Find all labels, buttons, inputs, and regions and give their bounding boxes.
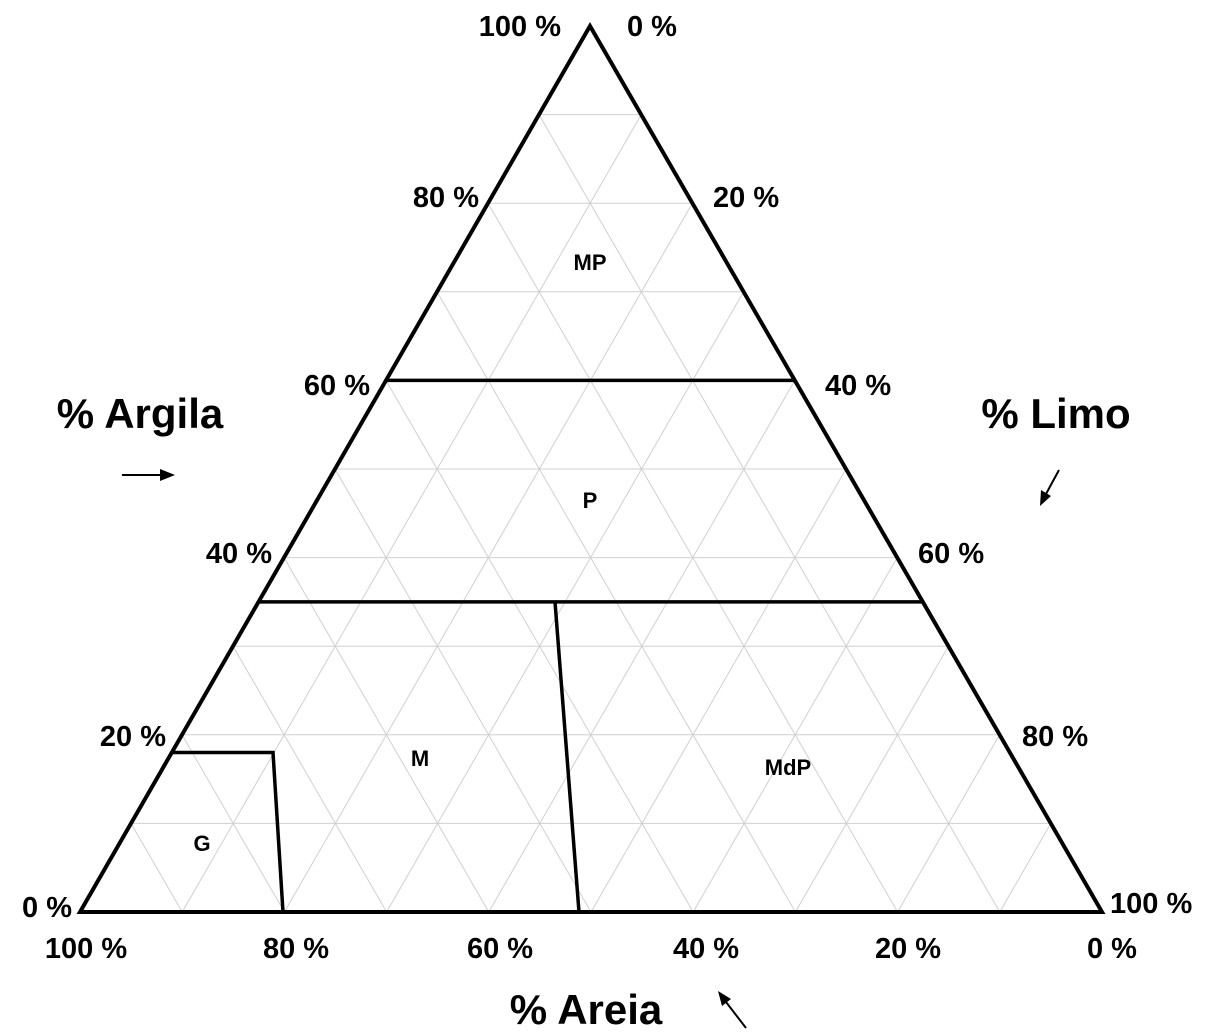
argila-tick-label: 0 % [22, 892, 72, 924]
limo-tick-labels: 0 % 20 % 40 % 60 % 80 % 100 % [627, 11, 1192, 920]
argila-tick-label: 80 % [413, 182, 479, 214]
argila-direction-arrow [122, 469, 175, 481]
grid-line [182, 115, 641, 912]
grid-line [591, 469, 846, 912]
region-label-mdp: MdP [765, 755, 811, 780]
areia-tick-label: 80 % [263, 933, 329, 965]
limo-tick-label: 20 % [713, 182, 779, 214]
areia-tick-labels: 100 % 80 % 60 % 40 % 20 % 0 % [45, 933, 1137, 965]
limo-tick-label: 0 % [627, 11, 677, 43]
grid-line [539, 115, 1000, 912]
limo-tick-label: 40 % [825, 370, 891, 402]
grid-line [795, 646, 948, 912]
grid-line [233, 646, 387, 912]
argila-tick-label: 20 % [100, 721, 166, 753]
limo-tick-label: 60 % [918, 538, 984, 570]
limo-direction-arrow [1040, 470, 1059, 506]
triangle-grid [131, 115, 1051, 912]
region-label-g: G [193, 831, 210, 856]
argila-tick-label: 100 % [479, 11, 561, 43]
argila-tick-label: 60 % [304, 370, 370, 402]
axis-title-argila: % Argila [57, 390, 224, 437]
limo-tick-label: 100 % [1110, 888, 1192, 920]
region-label-m: M [411, 746, 429, 771]
argila-tick-labels: 0 % 20 % 40 % 60 % 80 % 100 % [22, 11, 561, 924]
areia-tick-label: 0 % [1087, 933, 1137, 965]
boundary-g [172, 753, 283, 912]
boundary-m-mdp [555, 602, 579, 912]
limo-tick-label: 80 % [1022, 721, 1088, 753]
axis-title-areia: % Areia [510, 986, 663, 1033]
region-label-mp: MP [574, 250, 607, 275]
grid-line [131, 823, 182, 912]
argila-tick-label: 40 % [206, 538, 272, 570]
areia-tick-label: 40 % [673, 933, 739, 965]
axis-title-limo: % Limo [981, 390, 1130, 437]
areia-tick-label: 20 % [875, 933, 941, 965]
areia-tick-label: 60 % [467, 933, 533, 965]
grid-line [1000, 823, 1051, 912]
areia-tick-label: 100 % [45, 933, 127, 965]
grid-line [335, 469, 591, 912]
region-label-p: P [583, 488, 598, 513]
areia-direction-arrow [718, 991, 746, 1028]
